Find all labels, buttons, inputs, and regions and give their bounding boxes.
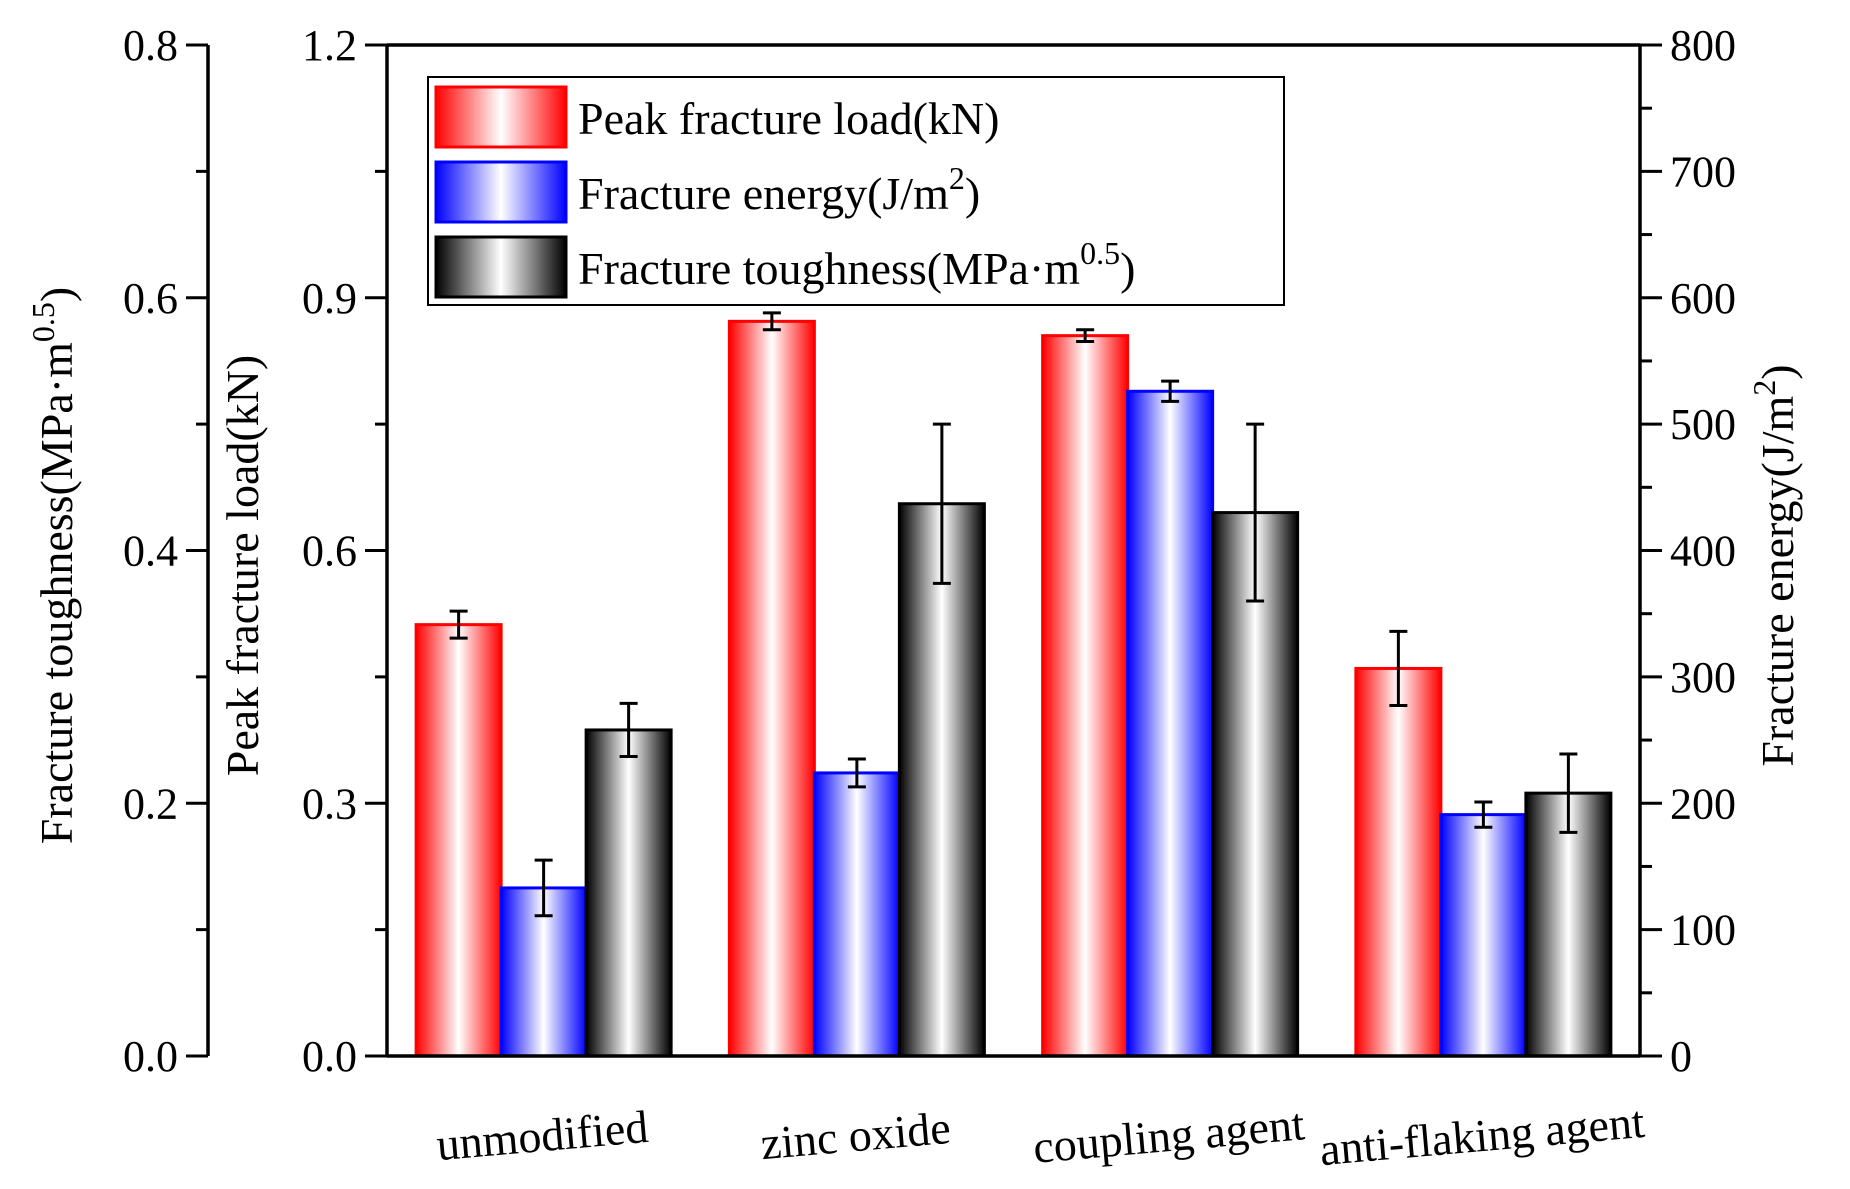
left_outer-tick-label-4: 0.8 [123, 21, 178, 70]
legend-label-sup: 0.5 [1080, 235, 1120, 271]
left_outer-tick-label-1: 0.2 [123, 779, 178, 828]
right-tick-label-4: 400 [1670, 527, 1736, 576]
bar-1-1 [812, 771, 901, 1058]
left_inner-tick-label-2: 0.6 [302, 527, 357, 576]
right-axis-title-main: Fracture energy(J/m [1752, 396, 1803, 767]
legend-label-2: Fracture toughness(MPa·m0.5) [578, 235, 1135, 294]
category-label-2: coupling agent [1031, 1098, 1307, 1173]
left_inner-axis-title-main: Peak fracture load(kN) [217, 355, 268, 776]
legend-label-main: Fracture toughness(MPa·m [578, 243, 1080, 294]
legend-swatch-0 [434, 85, 568, 149]
error-bar-0-0 [449, 609, 468, 640]
error-bar-1-0 [534, 858, 553, 918]
legend-label-sup: 2 [949, 160, 965, 196]
bar-1-3 [1439, 813, 1528, 1058]
bars-layer: unmodified zinc oxide coupling agent anti-f… [414, 311, 1647, 1175]
left_outer-tick-label-2: 0.4 [123, 527, 178, 576]
bar-2-0 [584, 728, 673, 1058]
bar-0-3 [1354, 666, 1443, 1058]
legend-label-main: Fracture energy(J/m [578, 168, 949, 219]
legend-box [427, 76, 1285, 306]
right-tick-label-5: 500 [1670, 400, 1736, 449]
right-tick-label-7: 700 [1670, 147, 1736, 196]
error-bar-2-2 [1246, 422, 1265, 603]
left_inner-tick-label-0: 0.0 [302, 1032, 357, 1081]
legend-label-tail: ) [965, 168, 980, 219]
left_outer-axis-title-sup: 0.5 [25, 302, 61, 342]
bar-2-1 [897, 502, 986, 1058]
error-bar-1-3 [1474, 800, 1493, 829]
left_inner-axis-title: Peak fracture load(kN) [217, 355, 268, 776]
legend-label-1: Fracture energy(J/m2) [578, 160, 980, 219]
right-tick-label-1: 100 [1670, 906, 1736, 955]
error-bar-2-0 [619, 701, 638, 758]
legend-swatch-2 [434, 235, 568, 299]
left_inner-tick-label-1: 0.3 [302, 779, 357, 828]
error-bar-2-1 [932, 422, 951, 585]
legend: Peak fracture load(kN) Fracture energy(J/… [427, 76, 1285, 306]
error-bar-0-3 [1389, 629, 1408, 708]
error-bar-2-3 [1559, 752, 1578, 834]
right-axis-title-tail: ) [1752, 364, 1803, 379]
bar-0-1 [727, 319, 816, 1058]
category-label-0: unmodified [434, 1101, 650, 1170]
bar-1-2 [1126, 389, 1215, 1058]
left_outer-axis-title-main: Fracture toughness(MPa·m [31, 342, 82, 844]
left_inner-tick-label-4: 1.2 [302, 21, 357, 70]
legend-swatch-1 [434, 160, 568, 224]
right-axis-title-sup: 2 [1746, 380, 1782, 396]
bar-0-2 [1041, 334, 1130, 1058]
right-tick-label-2: 200 [1670, 779, 1736, 828]
category-label-3: anti-flaking agent [1318, 1096, 1647, 1175]
error-bar-1-2 [1161, 379, 1180, 403]
category-label-1: zinc oxide [759, 1102, 953, 1169]
left_outer-tick-label-0: 0.0 [123, 1032, 178, 1081]
right-tick-label-8: 800 [1670, 21, 1736, 70]
left_outer-axis-title-tail: ) [31, 287, 82, 302]
right-tick-label-3: 300 [1670, 653, 1736, 702]
left_inner-tick-label-3: 0.9 [302, 274, 357, 323]
legend-label-tail: ) [1120, 243, 1135, 294]
legend-label-main: Peak fracture load(kN) [578, 93, 999, 144]
error-bar-1-1 [847, 757, 866, 789]
left_outer-axis-title: Fracture toughness(MPa·m0.5) [25, 287, 82, 844]
error-bar-0-1 [762, 311, 781, 332]
left_outer-tick-label-3: 0.6 [123, 274, 178, 323]
error-bar-0-2 [1076, 328, 1095, 344]
bar-0-0 [414, 623, 503, 1058]
right-axis-title: Fracture energy(J/m2) [1746, 364, 1803, 766]
right-tick-label-0: 0 [1670, 1032, 1692, 1081]
legend-label-0: Peak fracture load(kN) [578, 93, 999, 144]
bar-2-2 [1211, 511, 1300, 1058]
right-tick-label-6: 600 [1670, 274, 1736, 323]
